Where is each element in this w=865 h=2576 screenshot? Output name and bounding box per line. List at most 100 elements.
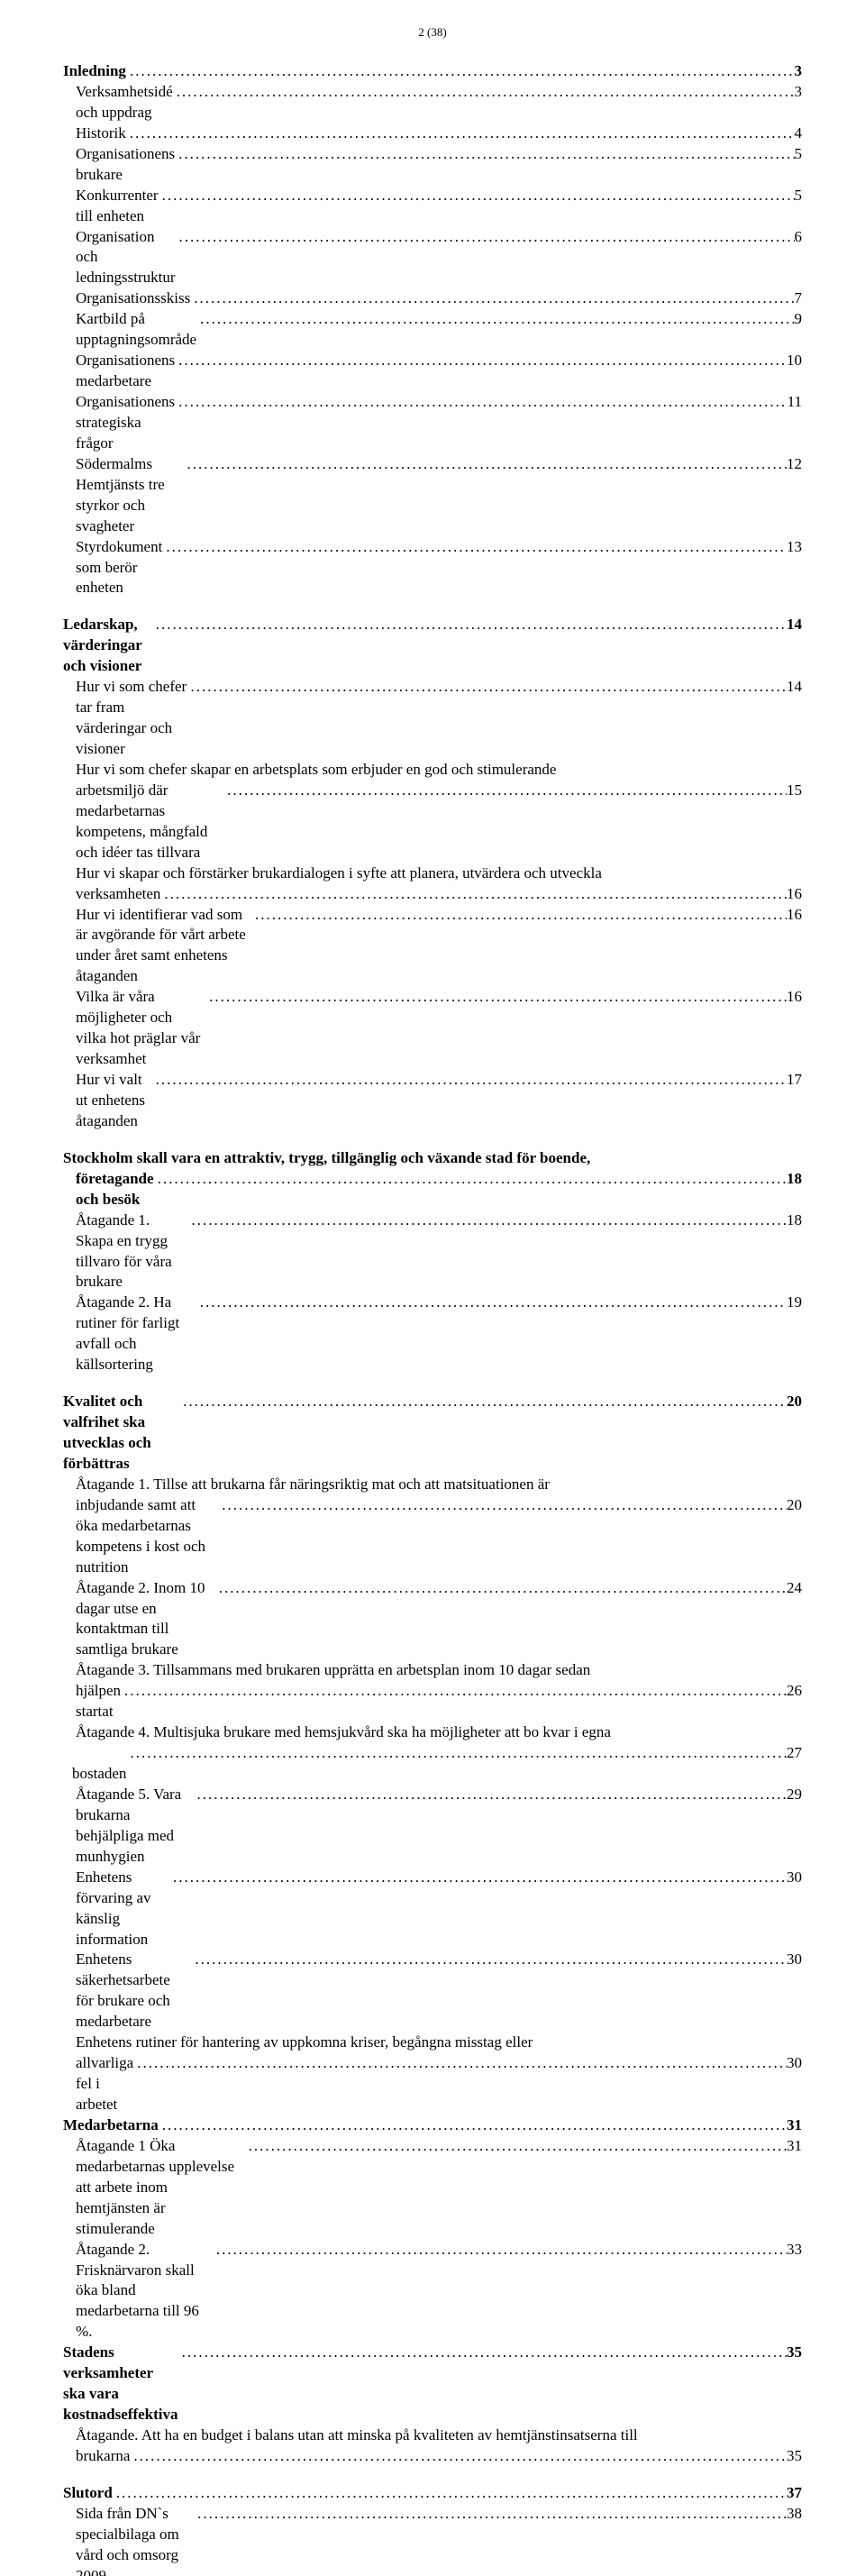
toc-page-number: 35 bbox=[787, 2446, 802, 2467]
dot-leader: ........................................… bbox=[223, 781, 787, 801]
toc-entry: verksamheten............................… bbox=[63, 884, 802, 905]
toc-entry: Enhetens säkerhetsarbete för brukare och… bbox=[63, 1950, 802, 2032]
spacer bbox=[63, 2467, 802, 2483]
toc-page-number: 31 bbox=[787, 2136, 802, 2157]
toc-page-number: 16 bbox=[787, 987, 802, 1008]
toc-label: Enhetens säkerhetsarbete för brukare och… bbox=[76, 1950, 191, 2032]
spacer bbox=[63, 1375, 802, 1392]
toc-heading: Inledning...............................… bbox=[63, 61, 802, 82]
dot-leader: ........................................… bbox=[245, 2136, 787, 2157]
dot-leader: ........................................… bbox=[215, 1578, 787, 1599]
toc-heading: Ledarskap, värderingar och visioner.....… bbox=[63, 615, 802, 677]
toc-page-number: 27 bbox=[787, 1743, 802, 1764]
dot-leader: ........................................… bbox=[152, 1070, 787, 1091]
toc-entry: hjälpen startat.........................… bbox=[63, 1681, 802, 1722]
toc-page-number: 5 bbox=[795, 144, 803, 165]
toc-page-number: 38 bbox=[787, 2504, 802, 2525]
toc-page-number: 18 bbox=[787, 1210, 802, 1231]
toc-label: bostaden bbox=[72, 1743, 126, 1785]
toc-page-number: 18 bbox=[787, 1169, 802, 1190]
dot-leader: ........................................… bbox=[190, 288, 794, 309]
dot-leader: ........................................… bbox=[154, 1169, 787, 1190]
toc-entry: Organisationens strategiska frågor......… bbox=[63, 392, 802, 454]
toc-label: arbetsmiljö där medarbetarnas kompetens,… bbox=[76, 781, 223, 863]
dot-leader: ........................................… bbox=[159, 186, 795, 206]
dot-leader: ........................................… bbox=[175, 392, 787, 413]
toc-entry: Södermalms Hemtjänsts tre styrkor och sv… bbox=[63, 454, 802, 537]
toc-entry: Kartbild på upptagningsområde...........… bbox=[63, 309, 802, 351]
table-of-contents: Inledning...............................… bbox=[63, 61, 802, 2576]
toc-page-number: 31 bbox=[787, 2115, 802, 2136]
toc-page-number: 14 bbox=[787, 677, 802, 698]
toc-label: Organisationens medarbetare bbox=[76, 351, 175, 392]
toc-label: allvarliga fel i arbetet bbox=[76, 2053, 133, 2115]
toc-label: Åtagande 2. Inom 10 dagar utse en kontak… bbox=[76, 1578, 215, 1661]
toc-label: Vilka är våra möjligheter och vilka hot … bbox=[76, 987, 205, 1070]
toc-continuation: Enhetens rutiner för hantering av uppkom… bbox=[63, 2032, 802, 2053]
dot-leader: ........................................… bbox=[193, 1785, 787, 1805]
toc-label: Historik bbox=[76, 123, 126, 144]
toc-entry: allvarliga fel i arbetet................… bbox=[63, 2053, 802, 2115]
toc-page-number: 5 bbox=[795, 186, 803, 206]
toc-entry: inbjudande samt att öka medarbetarnas ko… bbox=[63, 1495, 802, 1578]
toc-label: Kartbild på upptagningsområde bbox=[76, 309, 196, 351]
toc-heading: Medarbetarna............................… bbox=[63, 2115, 802, 2136]
toc-continuation: Åtagande 3. Tillsammans med brukaren upp… bbox=[63, 1660, 802, 1681]
dot-leader: ........................................… bbox=[196, 309, 794, 330]
toc-label: Åtagande 1 Öka medarbetarnas upplevelse … bbox=[76, 2136, 245, 2240]
toc-continuation: Stockholm skall vara en attraktiv, trygg… bbox=[63, 1148, 802, 1169]
toc-label: Slutord bbox=[63, 2483, 113, 2504]
toc-page-number: 11 bbox=[788, 392, 802, 413]
toc-label: företagande och besök bbox=[76, 1169, 154, 1210]
toc-continuation: Hur vi skapar och förstärker brukardialo… bbox=[63, 863, 802, 884]
toc-page-number: 20 bbox=[787, 1495, 802, 1516]
toc-entry: Enhetens förvaring av känslig informatio… bbox=[63, 1868, 802, 1950]
toc-label: Åtagande 5. Vara brukarna behjälpliga me… bbox=[76, 1785, 193, 1868]
toc-page-number: 19 bbox=[787, 1293, 802, 1313]
toc-label: Södermalms Hemtjänsts tre styrkor och sv… bbox=[76, 454, 183, 537]
toc-heading: Slutord.................................… bbox=[63, 2483, 802, 2504]
toc-entry: Hur vi identifierar vad som är avgörande… bbox=[63, 905, 802, 988]
dot-leader: ........................................… bbox=[175, 227, 794, 248]
toc-label: verksamheten bbox=[76, 884, 160, 905]
toc-entry: brukarna................................… bbox=[63, 2446, 802, 2467]
dot-leader: ........................................… bbox=[205, 987, 787, 1008]
toc-continuation: Hur vi som chefer skapar en arbetsplats … bbox=[63, 760, 802, 781]
toc-label: Organisation och ledningsstruktur bbox=[76, 227, 175, 289]
toc-label: Medarbetarna bbox=[63, 2115, 159, 2136]
toc-page-number: 30 bbox=[787, 1868, 802, 1888]
toc-page-number: 29 bbox=[787, 1785, 802, 1805]
dot-leader: ........................................… bbox=[121, 1681, 787, 1702]
toc-label: Åtagande 2. Frisknärvaron skall öka blan… bbox=[76, 2240, 213, 2343]
dot-leader: ........................................… bbox=[162, 537, 787, 558]
toc-entry: Organisationsskiss......................… bbox=[63, 288, 802, 309]
spacer bbox=[63, 1132, 802, 1148]
toc-label: Hur vi valt ut enhetens åtaganden bbox=[76, 1070, 152, 1132]
toc-label: inbjudande samt att öka medarbetarnas ko… bbox=[76, 1495, 218, 1578]
toc-entry: Organisationens brukare.................… bbox=[63, 144, 802, 186]
toc-page-number: 16 bbox=[787, 905, 802, 926]
dot-leader: ........................................… bbox=[194, 2504, 787, 2525]
dot-leader: ........................................… bbox=[160, 884, 787, 905]
toc-page-number: 24 bbox=[787, 1578, 802, 1599]
toc-label: Sida från DN`s specialbilaga om vård och… bbox=[76, 2504, 194, 2576]
dot-leader: ........................................… bbox=[179, 1392, 787, 1412]
dot-leader: ........................................… bbox=[187, 677, 787, 698]
toc-entry: Sida från DN`s specialbilaga om vård och… bbox=[63, 2504, 802, 2576]
toc-page-number: 3 bbox=[795, 61, 803, 82]
toc-entry: Åtagande 1. Skapa en trygg tillvaro för … bbox=[63, 1210, 802, 1293]
toc-continuation: Åtagande. Att ha en budget i balans utan… bbox=[63, 2425, 802, 2446]
toc-entry: Åtagande 1 Öka medarbetarnas upplevelse … bbox=[63, 2136, 802, 2240]
spacer bbox=[63, 598, 802, 615]
toc-page-number: 26 bbox=[787, 1681, 802, 1702]
toc-label: Organisationens brukare bbox=[76, 144, 175, 186]
toc-label: Organisationsskiss bbox=[76, 288, 190, 309]
toc-label: Åtagande 1. Skapa en trygg tillvaro för … bbox=[76, 1210, 187, 1293]
dot-leader: ........................................… bbox=[113, 2483, 787, 2504]
toc-label: Kvalitet och valfrihet ska utvecklas och… bbox=[63, 1392, 179, 1475]
toc-entry: Konkurrenter till enheten...............… bbox=[63, 186, 802, 227]
toc-entry: Organisation och ledningsstruktur.......… bbox=[63, 227, 802, 289]
toc-page-number: 12 bbox=[787, 454, 802, 475]
toc-entry: Åtagande 2. Inom 10 dagar utse en kontak… bbox=[63, 1578, 802, 1661]
toc-page-number: 37 bbox=[787, 2483, 802, 2504]
